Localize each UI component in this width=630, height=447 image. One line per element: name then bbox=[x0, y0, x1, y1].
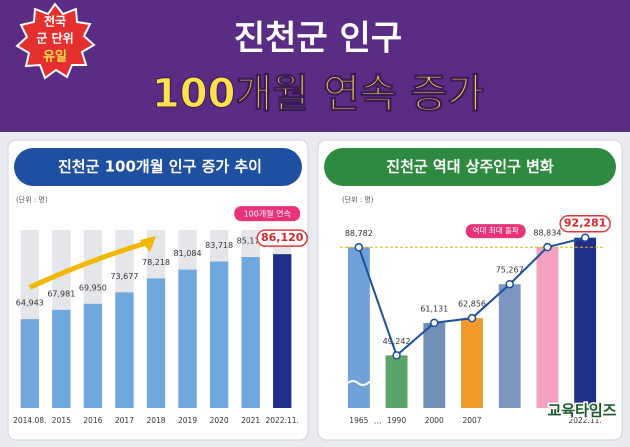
header-bg bbox=[0, 0, 630, 132]
value-label: 83,718 bbox=[205, 241, 233, 250]
x-tick-label: 2018 bbox=[146, 416, 165, 425]
bar bbox=[209, 261, 229, 408]
bar bbox=[241, 257, 260, 408]
unit-label: (단위 : 명) bbox=[342, 195, 374, 204]
bar bbox=[423, 322, 446, 408]
unit-label: (단위 : 명) bbox=[16, 195, 48, 204]
value-label: 88,834 bbox=[533, 229, 561, 238]
annotation-bg bbox=[234, 206, 301, 222]
bar bbox=[273, 254, 292, 408]
badge-text: 전국 bbox=[44, 14, 66, 29]
x-tick-label: 2015 bbox=[52, 416, 71, 425]
bar bbox=[574, 237, 597, 408]
bar bbox=[498, 284, 521, 408]
panel-title-bg bbox=[324, 148, 616, 186]
break-wave bbox=[347, 380, 379, 386]
bar bbox=[83, 303, 103, 408]
line-point bbox=[580, 233, 590, 242]
badge-text: 유일 bbox=[43, 50, 67, 65]
line-point bbox=[392, 351, 401, 360]
value-label: 49,242 bbox=[383, 337, 411, 346]
panel-title: 진천군 역대 상주인구 변화 bbox=[386, 158, 554, 176]
x-tick-label: 2022.11. bbox=[266, 416, 299, 425]
bar bbox=[20, 319, 39, 408]
value-label: 64,943 bbox=[16, 299, 44, 308]
line-point bbox=[430, 318, 439, 328]
bar bbox=[178, 269, 197, 408]
bar bbox=[146, 278, 166, 408]
line-point bbox=[505, 279, 514, 289]
line-point bbox=[354, 243, 364, 252]
x-tick-label: 2020 bbox=[210, 416, 229, 425]
x-tick-label: 2016 bbox=[83, 416, 102, 425]
line-point bbox=[543, 242, 552, 252]
bar bbox=[347, 247, 370, 408]
gap-label: … bbox=[374, 417, 382, 426]
bar bbox=[52, 309, 71, 408]
x-tick-label: 2017 bbox=[115, 416, 134, 425]
x-tick-label: 2019 bbox=[178, 416, 197, 425]
line-point bbox=[467, 313, 477, 323]
value-label: 75,267 bbox=[496, 266, 524, 275]
value-label: 69,950 bbox=[79, 283, 107, 292]
label-box bbox=[559, 214, 611, 233]
header-title: 진천군 인구 bbox=[234, 19, 402, 59]
value-label: 78,218 bbox=[142, 258, 170, 267]
annotation-bg bbox=[465, 224, 526, 239]
value-label: 67,981 bbox=[47, 289, 75, 298]
x-tick-label: 1990 bbox=[387, 416, 406, 425]
annotation: 100개월 연속 bbox=[244, 209, 291, 219]
value-label: 81,084 bbox=[174, 249, 202, 258]
x-tick-label: 1965 bbox=[349, 416, 368, 425]
x-tick-label: 2022.11. bbox=[568, 416, 601, 425]
value-label: 62,856 bbox=[458, 300, 486, 309]
bar bbox=[385, 355, 408, 408]
badge-text: 군 단위 bbox=[36, 31, 73, 46]
bar bbox=[115, 292, 134, 408]
value-label: 88,782 bbox=[345, 229, 373, 238]
label-box bbox=[256, 229, 308, 247]
x-tick-label: 2014.08. bbox=[13, 416, 46, 425]
trend-arrow bbox=[28, 239, 151, 290]
value-label: 92,281 bbox=[564, 217, 606, 230]
x-tick-label: 2021 bbox=[241, 416, 260, 425]
panel-title: 진천군 100개월 인구 증가 추이 bbox=[58, 158, 262, 176]
value-label: 61,131 bbox=[420, 304, 448, 313]
bar bbox=[536, 247, 559, 408]
x-tick-label: 2000 bbox=[425, 416, 444, 425]
value-label: 85,176 bbox=[237, 237, 265, 246]
header-subtitle: 100개월 연속 증가 bbox=[152, 71, 484, 117]
value-label: 73,677 bbox=[110, 272, 138, 281]
panel-title-bg bbox=[14, 148, 302, 186]
value-label: 86,120 bbox=[261, 231, 304, 244]
x-tick-label: 2007 bbox=[462, 416, 481, 425]
annotation: 역대 최대 돌파 bbox=[473, 225, 519, 235]
bar bbox=[461, 318, 483, 408]
badge bbox=[15, 2, 96, 80]
arrow-head bbox=[140, 236, 156, 252]
watermark: 교육타임즈 bbox=[547, 402, 616, 420]
